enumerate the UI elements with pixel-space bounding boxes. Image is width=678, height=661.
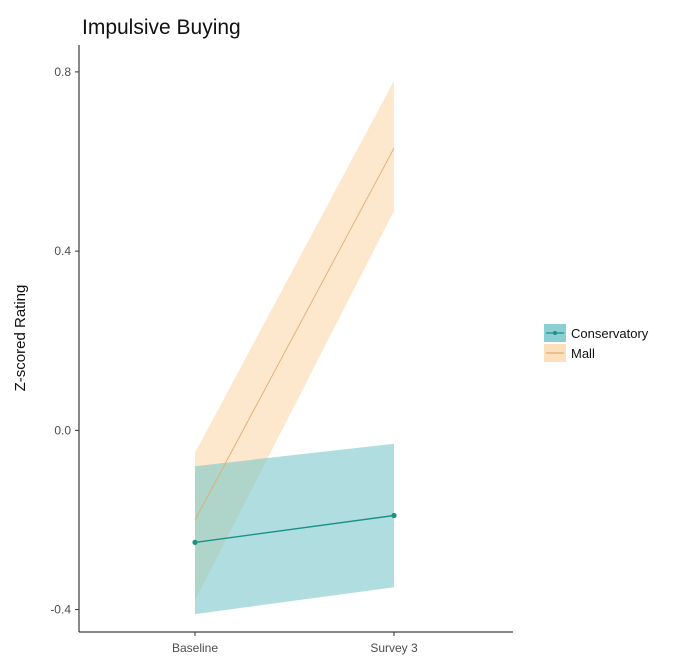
legend-label-mall: Mall — [571, 346, 595, 361]
y-axis-ticks: -0.4 0.0 0.4 0.8 — [50, 65, 79, 617]
series-points — [192, 512, 397, 546]
line-conservatory — [194, 514, 395, 544]
legend-label-conservatory: Conservatory — [571, 326, 649, 341]
chart-title: Impulsive Buying — [82, 16, 241, 39]
line-mall — [194, 147, 395, 521]
x-axis-ticks: Baseline Survey 3 — [172, 632, 418, 655]
point-conservatory-baseline — [192, 539, 198, 546]
y-tick-label: -0.4 — [50, 603, 71, 617]
legend-item-mall: Mall — [544, 344, 595, 362]
legend: Conservatory Mall — [544, 324, 649, 362]
legend-point-conservatory — [553, 331, 557, 335]
series-lines — [194, 147, 395, 544]
y-tick-label: 0.4 — [54, 244, 71, 258]
confidence-bands — [195, 80, 394, 615]
legend-item-conservatory: Conservatory — [544, 324, 649, 342]
y-tick-label: 0.8 — [54, 65, 71, 79]
x-tick-label: Baseline — [172, 641, 218, 655]
point-conservatory-survey-3 — [391, 512, 397, 519]
y-tick-label: 0.0 — [54, 423, 71, 437]
y-axis-title: Z-scored Rating — [12, 285, 29, 392]
x-tick-label: Survey 3 — [370, 641, 418, 655]
